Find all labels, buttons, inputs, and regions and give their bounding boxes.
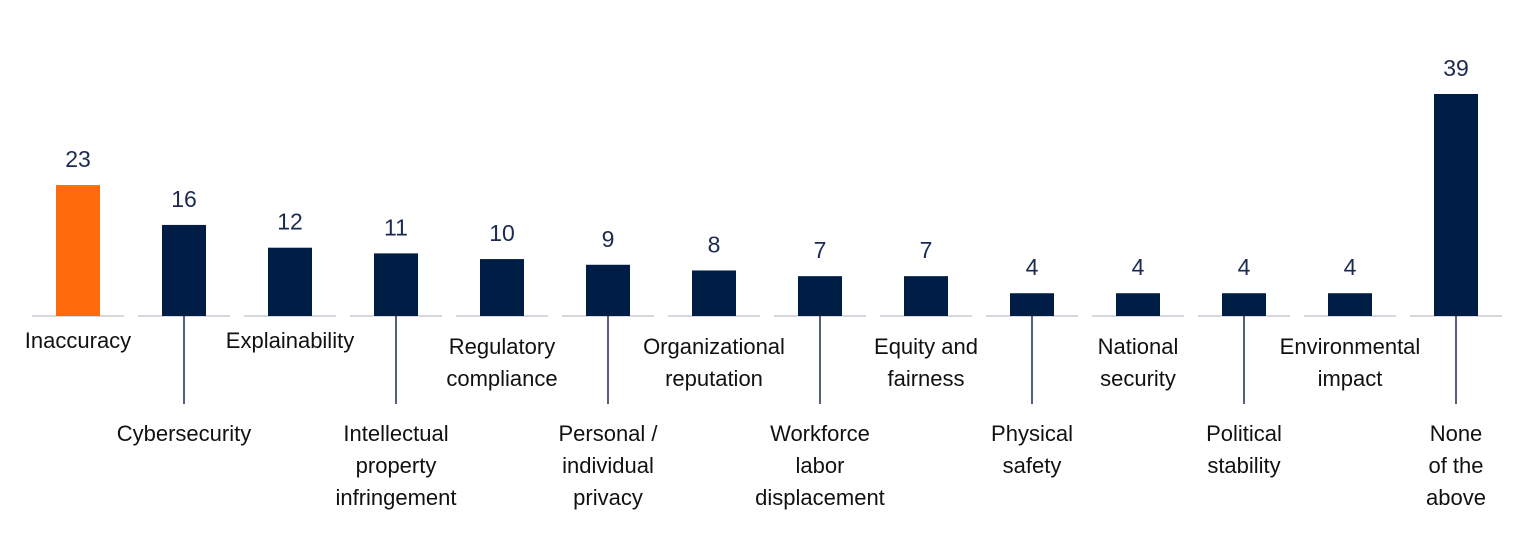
bar — [1222, 293, 1266, 316]
bar — [1010, 293, 1054, 316]
category-label-line: Intellectual — [343, 421, 448, 446]
category-label-line: Inaccuracy — [25, 328, 131, 353]
category-label: Equity and fairness — [874, 334, 978, 391]
category-label-line: of the — [1428, 453, 1483, 478]
value-label: 12 — [277, 209, 303, 235]
category-label: Cybersecurity — [117, 421, 251, 446]
category-label: Political stability — [1206, 421, 1282, 478]
category-label-line: privacy — [573, 485, 643, 510]
value-label: 23 — [65, 146, 91, 172]
category-label-group: Inaccuracy Cybersecurity Explainability Int… — [25, 328, 1486, 510]
value-label: 4 — [1026, 254, 1039, 280]
value-label: 4 — [1238, 254, 1251, 280]
category-label-line: individual — [562, 453, 654, 478]
category-label: Personal / individual privacy — [558, 421, 658, 510]
category-label: Physical safety — [991, 421, 1073, 478]
category-label-line: displacement — [755, 485, 885, 510]
value-label: 39 — [1443, 55, 1469, 81]
category-label: Organizational reputation — [643, 334, 785, 391]
category-label: Intellectual property infringement — [335, 421, 456, 510]
bar — [480, 259, 524, 316]
category-label: Explainability — [226, 328, 354, 353]
bar — [56, 185, 100, 316]
bar — [798, 276, 842, 316]
category-label-line: labor — [796, 453, 845, 478]
value-label: 10 — [489, 220, 515, 246]
category-label: Workforce labor displacement — [755, 421, 885, 510]
bar — [1434, 94, 1478, 316]
bar — [374, 253, 418, 316]
value-label: 4 — [1344, 254, 1357, 280]
value-label: 11 — [384, 214, 408, 240]
category-label-line: security — [1100, 366, 1176, 391]
leader-line-group — [183, 316, 1457, 404]
category-label-line: above — [1426, 485, 1486, 510]
category-label-line: None — [1430, 421, 1483, 446]
category-label-line: fairness — [887, 366, 964, 391]
category-label-line: stability — [1207, 453, 1280, 478]
category-label-line: Equity and — [874, 334, 978, 359]
category-label-line: Organizational — [643, 334, 785, 359]
bar — [692, 270, 736, 316]
category-label: Environmental impact — [1280, 334, 1421, 391]
category-label: National security — [1098, 334, 1179, 391]
category-label-line: National — [1098, 334, 1179, 359]
category-label-line: property — [356, 453, 437, 478]
category-label-line: infringement — [335, 485, 456, 510]
bar-group — [56, 94, 1478, 316]
bar — [268, 247, 312, 316]
category-label-line: Personal / — [558, 421, 658, 446]
value-label: 4 — [1132, 254, 1145, 280]
category-label-line: impact — [1318, 366, 1383, 391]
category-label-line: Regulatory — [449, 334, 555, 359]
value-label: 9 — [602, 226, 615, 252]
bar — [904, 276, 948, 316]
category-label-line: Cybersecurity — [117, 421, 251, 446]
value-label-group: 23 16 12 11 10 9 8 7 7 4 4 4 4 39 — [65, 55, 1469, 280]
category-label: Inaccuracy — [25, 328, 131, 353]
category-label-line: Physical — [991, 421, 1073, 446]
bar — [586, 264, 630, 316]
bar — [1328, 293, 1372, 316]
value-label: 7 — [814, 237, 827, 263]
category-label-line: Workforce — [770, 421, 870, 446]
value-label: 16 — [171, 186, 197, 212]
category-label-line: safety — [1003, 453, 1062, 478]
bar — [162, 224, 206, 316]
category-label-line: Environmental — [1280, 334, 1421, 359]
category-label: None of the above — [1426, 421, 1486, 510]
bar — [1116, 293, 1160, 316]
category-label-line: Explainability — [226, 328, 354, 353]
category-label-line: Political — [1206, 421, 1282, 446]
category-label: Regulatory compliance — [446, 334, 557, 391]
category-label-line: reputation — [665, 366, 763, 391]
value-label: 8 — [708, 231, 721, 257]
category-label-line: compliance — [446, 366, 557, 391]
value-label: 7 — [920, 237, 933, 263]
